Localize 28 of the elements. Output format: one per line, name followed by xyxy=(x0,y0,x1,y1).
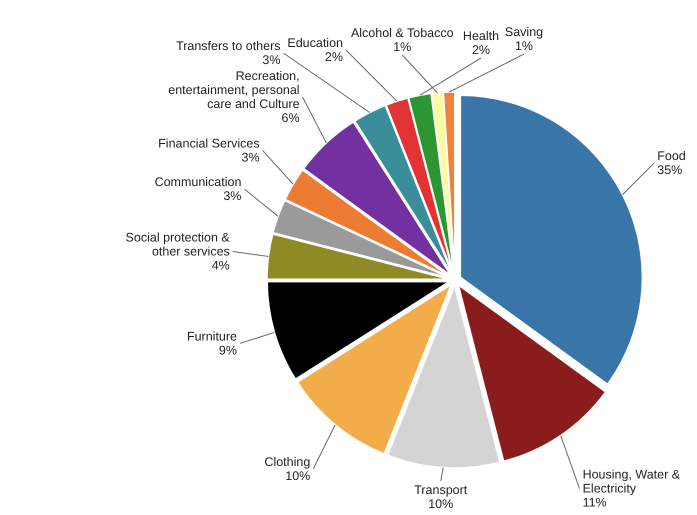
slice-label: Communication xyxy=(154,175,242,190)
data-label: 11% xyxy=(582,496,607,510)
slice-label: Alcohol & Tobacco xyxy=(350,26,454,40)
slice-label: Transfers to others xyxy=(176,39,281,54)
data-label: 2% xyxy=(472,43,490,58)
data-label: 10% xyxy=(285,468,310,483)
slice-label: Social protection & other services xyxy=(126,230,230,259)
data-label: 1% xyxy=(393,40,412,54)
slice-label: Clothing xyxy=(264,454,310,469)
slice-label: Financial Services xyxy=(158,136,260,150)
slice-label: Transport xyxy=(414,483,468,497)
data-label: 3% xyxy=(242,150,260,164)
data-label: 35% xyxy=(657,162,682,177)
slice-label: Furniture xyxy=(186,329,238,344)
data-label: 10% xyxy=(428,497,454,511)
data-label: 9% xyxy=(218,343,238,358)
data-label: 2% xyxy=(324,50,344,64)
data-label: 6% xyxy=(282,111,300,126)
slice-label: Education xyxy=(287,36,344,50)
data-label: 3% xyxy=(223,189,242,204)
data-label: 4% xyxy=(212,258,230,273)
slice-label: Saving xyxy=(504,25,544,40)
slice-label: Housing, Water & Electricity xyxy=(582,468,681,496)
slice-label: Recreation, entertainment, personal care and Culture xyxy=(168,69,300,112)
data-label: 3% xyxy=(262,53,281,68)
slice-label: Health xyxy=(462,29,500,44)
data-label: 1% xyxy=(514,39,534,54)
slice-label: Food xyxy=(657,148,686,163)
